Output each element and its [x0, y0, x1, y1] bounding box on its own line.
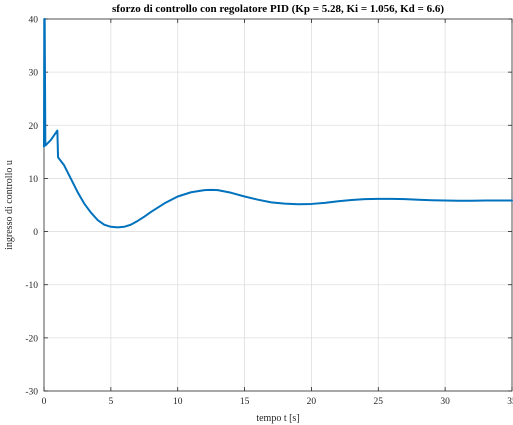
x-tick-label: 20 [307, 397, 317, 407]
plot-frame [43, 18, 513, 392]
x-tick-label: 0 [42, 397, 47, 407]
y-tick-label: 30 [29, 69, 39, 79]
y-axis-label: ingresso di controllo u [4, 160, 15, 250]
x-tick-label: 30 [440, 397, 450, 407]
axis-ticks [43, 18, 513, 392]
chart-title: sforzo di controllo con regolatore PID (… [112, 3, 444, 15]
y-tick-label: -10 [25, 281, 38, 291]
y-tick-labels: -30 -20 -10 0 10 20 30 40 [25, 16, 38, 398]
y-tick-label: 10 [29, 175, 39, 185]
x-axis-label: tempo t [s] [256, 413, 299, 424]
x-tick-label: 35 [507, 397, 513, 407]
x-tick-label: 10 [173, 397, 183, 407]
grid-lines [44, 19, 512, 391]
y-tick-label: -20 [25, 334, 38, 344]
x-tick-label: 5 [108, 397, 113, 407]
y-tick-label: 20 [29, 122, 39, 132]
series-line-control-effort [43, 18, 513, 229]
y-tick-label: 0 [33, 228, 38, 238]
y-tick-label: 40 [29, 16, 39, 26]
x-tick-labels: 0 5 10 15 20 25 30 35 [42, 397, 513, 407]
x-tick-label: 25 [374, 397, 384, 407]
x-tick-label: 15 [240, 397, 250, 407]
y-tick-label: -30 [25, 388, 38, 398]
